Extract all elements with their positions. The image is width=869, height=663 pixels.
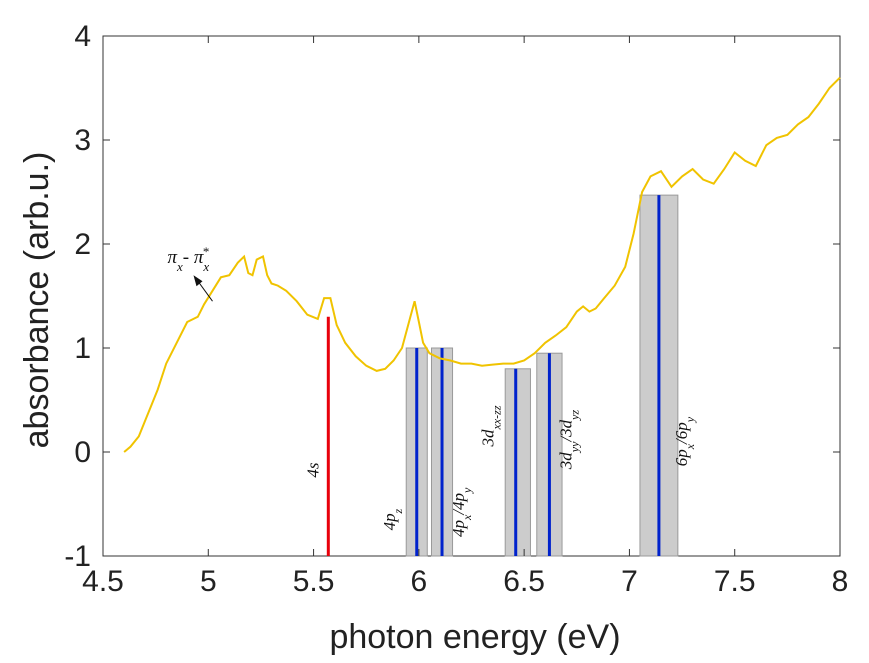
y-tick-label: 0 bbox=[74, 436, 91, 469]
y-tick-label: 3 bbox=[74, 124, 91, 157]
annotation-arrowhead bbox=[193, 275, 203, 287]
annotation-pi-transition: πx- πx* bbox=[167, 244, 209, 274]
y-tick-label: 4 bbox=[74, 20, 91, 53]
transition-band bbox=[504, 368, 531, 557]
y-tick-label: 1 bbox=[74, 332, 91, 365]
label-4s: 4s bbox=[303, 462, 322, 478]
label-4pz: 4pz bbox=[380, 508, 405, 530]
transition-labels: 4s 4pz 4px/4py 3dxx-zz 3dyy/3dyz 6px/6py πx- π… bbox=[167, 244, 696, 537]
transition-lines bbox=[326, 195, 661, 556]
label-3dyy-3dyz: 3dyy/3dyz bbox=[556, 409, 581, 470]
x-tick-label: 7.5 bbox=[714, 565, 756, 598]
x-tick-label: 8 bbox=[832, 565, 849, 598]
x-tick-label: 5 bbox=[200, 565, 217, 598]
x-tick-label: 6 bbox=[411, 565, 428, 598]
x-tick-label: 4.5 bbox=[82, 565, 124, 598]
absorbance-curve bbox=[123, 76, 841, 453]
label-3dxx-zz: 3dxx-zz bbox=[479, 405, 504, 447]
x-tick-label: 7 bbox=[621, 565, 638, 598]
y-tick-label: -1 bbox=[64, 540, 91, 573]
label-4px-4py: 4px/4py bbox=[449, 487, 474, 537]
transition-bands bbox=[405, 194, 679, 557]
label-6px-6py: 6px/6py bbox=[672, 416, 697, 466]
x-tick-label: 6.5 bbox=[503, 565, 545, 598]
y-axis-label: absorbance (arb.u.) bbox=[18, 152, 56, 449]
x-axis-label: photon energy (eV) bbox=[329, 618, 620, 656]
y-tick-label: 2 bbox=[74, 228, 91, 261]
axes-frame bbox=[102, 35, 841, 557]
axis-ticks: 4.5 5 5.5 6 6.5 7 7.5 8 -1 0 1 2 3 4 bbox=[64, 20, 848, 598]
plot-frame bbox=[102, 35, 841, 557]
x-tick-label: 5.5 bbox=[293, 565, 335, 598]
